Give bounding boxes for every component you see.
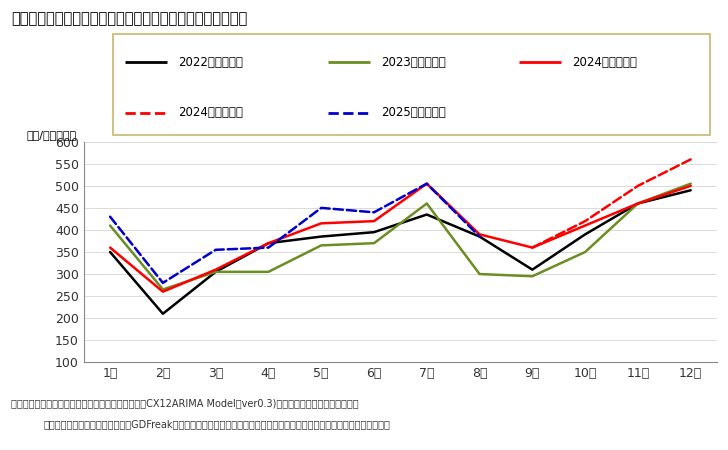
- Text: 出所：家計調査（二人以上世帯）（総務省）を基にCX12ARIMA Model（ver0.3)により各月の曜日構成、月末種: 出所：家計調査（二人以上世帯）（総務省）を基にCX12ARIMA Model（v…: [11, 398, 359, 408]
- Text: 2024年（予測）: 2024年（予測）: [178, 106, 243, 119]
- Text: 2023年（実績）: 2023年（実績）: [381, 56, 446, 68]
- Text: 「二人以上世帯」の１世帯当たり消費支出額の１２ケ月予測: 「二人以上世帯」の１世帯当たり消費支出額の１２ケ月予測: [11, 11, 248, 26]
- Text: 2022年（実績）: 2022年（実績）: [178, 56, 243, 68]
- Text: 2024年（実績）: 2024年（実績）: [572, 56, 638, 68]
- Text: 2025年（予測）: 2025年（予測）: [381, 106, 446, 119]
- Text: （円/月・世帯）: （円/月・世帯）: [27, 130, 77, 140]
- Text: 日、うるう年の違いを織り込んでGDFreak予測。なお、東日本大震災後の影響については、モデルにダミー変数を立て対応。: 日、うるう年の違いを織り込んでGDFreak予測。なお、東日本大震災後の影響につ…: [44, 419, 390, 429]
